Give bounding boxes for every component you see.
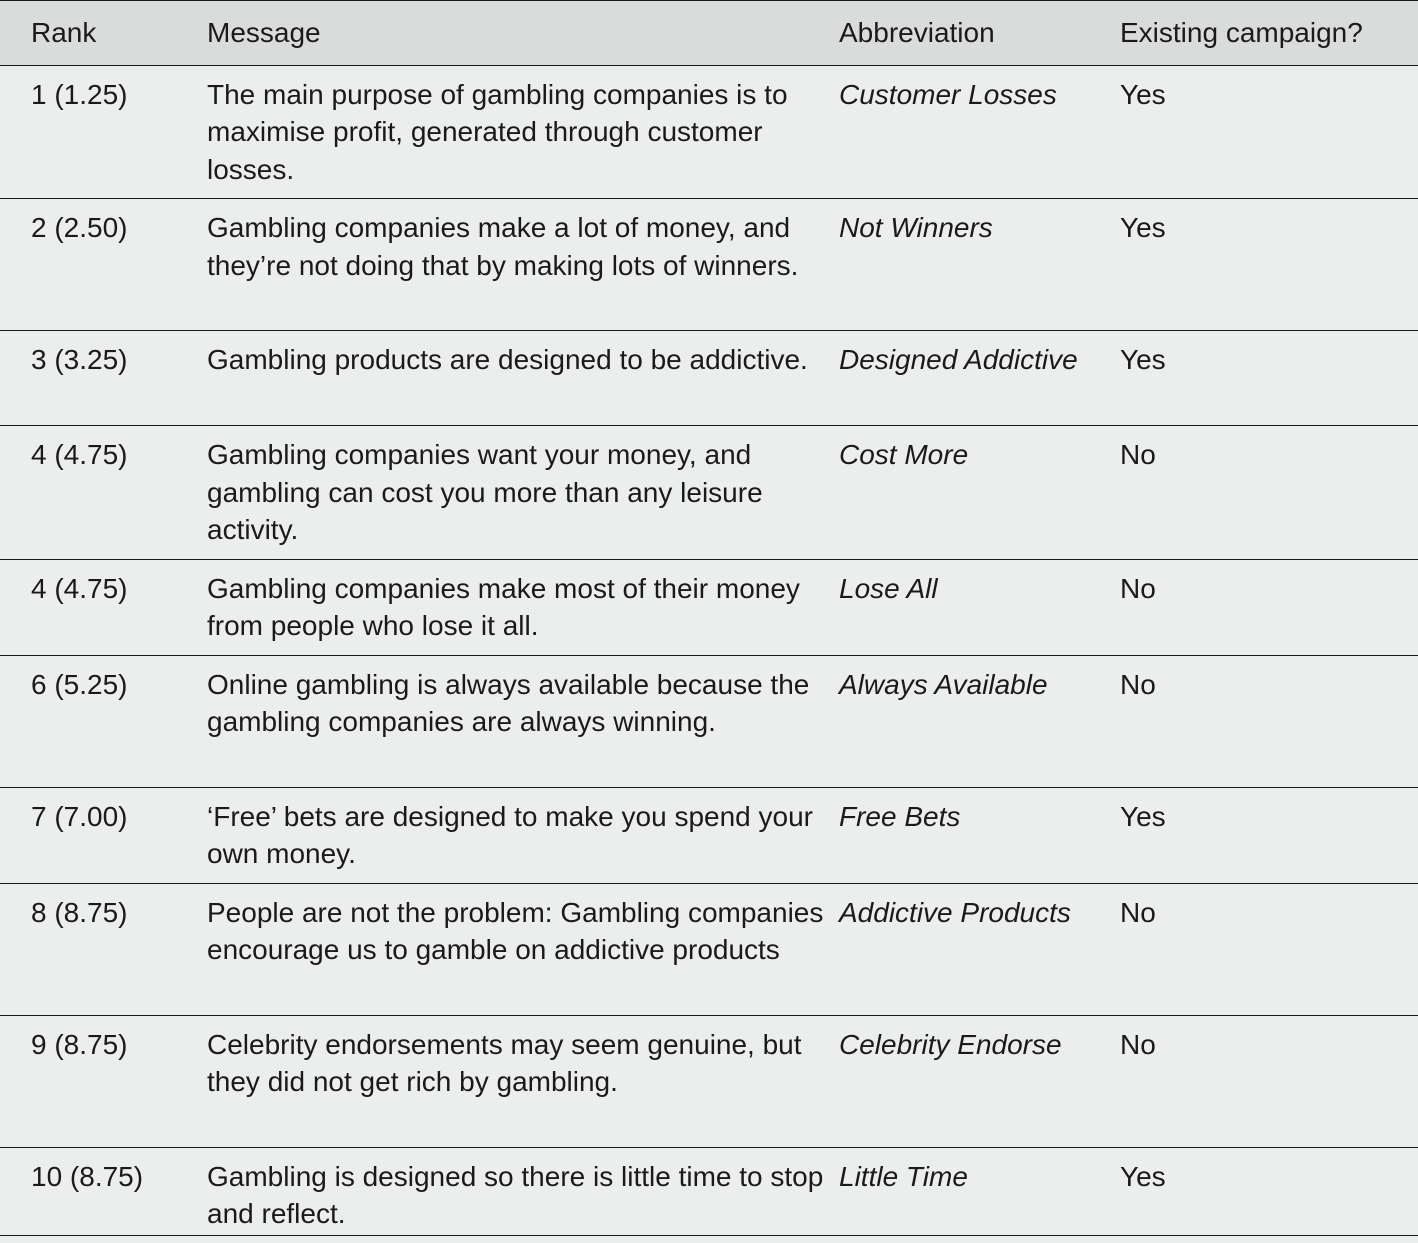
cell-existing-campaign: Yes [1120, 330, 1418, 426]
cell-rank: 7 (7.00) [0, 787, 207, 884]
table-row: 1 (1.25) The main purpose of gambling co… [0, 65, 1418, 199]
cell-message: Gambling is designed so there is little … [207, 1160, 824, 1230]
table-row: 2 (2.50) Gambling companies make a lot o… [0, 198, 1418, 331]
table-row: 10 (8.75) Gambling is designed so there … [0, 1147, 1418, 1243]
table-row: 3 (3.25) Gambling products are designed … [0, 330, 1418, 426]
cell-rank: 4 (4.75) [0, 559, 207, 656]
cell-rank: 10 (8.75) [31, 1160, 144, 1192]
cell-rank: 4 (4.75) [0, 425, 207, 560]
cell-rank: 6 (5.25) [0, 655, 207, 788]
cell-existing-campaign: No [1120, 559, 1418, 656]
cell-abbreviation: Free Bets [839, 787, 1120, 884]
cell-existing-campaign: Yes [1120, 65, 1418, 199]
cell-rank: 8 (8.75) [0, 883, 207, 1016]
cell-message: ‘Free’ bets are designed to make you spe… [207, 787, 839, 884]
header-rank: Rank [0, 1, 207, 66]
cell-existing-campaign: No [1120, 655, 1418, 788]
table-row: 4 (4.75) Gambling companies make most of… [0, 559, 1418, 656]
table-row: 6 (5.25) Online gambling is always avail… [0, 655, 1418, 788]
table-header: Rank Message Abbreviation Existing campa… [0, 1, 1418, 66]
table-row: 8 (8.75) People are not the problem: Gam… [0, 883, 1418, 1016]
cell-existing-campaign: No [1120, 425, 1418, 560]
cell-abbreviation: Customer Losses [839, 65, 1120, 199]
cell-message: Gambling products are designed to be add… [207, 330, 839, 426]
cell-existing-campaign: No [1120, 1015, 1418, 1148]
cell-existing-campaign: Yes [1120, 787, 1418, 884]
cell-message: Gambling companies make a lot of money, … [207, 198, 839, 331]
cell-rank: 3 (3.25) [0, 330, 207, 426]
cell-existing-campaign: No [1120, 883, 1418, 1016]
cell-abbreviation: Designed Addictive [839, 330, 1120, 426]
table-row: 4 (4.75) Gambling companies want your mo… [0, 425, 1418, 560]
cell-abbreviation: Little Time [839, 1160, 968, 1192]
cell-abbreviation: Always Available [839, 655, 1120, 788]
table-body: 1 (1.25) The main purpose of gambling co… [0, 65, 1418, 1243]
cell-abbreviation: Addictive Products [839, 883, 1120, 1016]
cell-message: Celebrity endorsements may seem genuine,… [207, 1015, 839, 1148]
cell-message: Online gambling is always available beca… [207, 655, 839, 788]
cell-existing-campaign: Yes [1120, 1160, 1166, 1192]
cell-message: People are not the problem: Gambling com… [207, 883, 839, 1016]
header-message: Message [207, 1, 839, 66]
cell-abbreviation: Cost More [839, 425, 1120, 560]
header-existing-campaign: Existing campaign? [1120, 1, 1418, 66]
cell-abbreviation: Celebrity Endorse [839, 1015, 1120, 1148]
cell-message: Gambling companies want your money, and … [207, 425, 839, 560]
cell-rank: 2 (2.50) [0, 198, 207, 331]
cell-message: The main purpose of gambling companies i… [207, 65, 839, 199]
cell-existing-campaign: Yes [1120, 198, 1418, 331]
table-row: 9 (8.75) Celebrity endorsements may seem… [0, 1015, 1418, 1148]
header-abbreviation: Abbreviation [839, 1, 1120, 66]
cell-rank: 1 (1.25) [0, 65, 207, 199]
cell-abbreviation: Not Winners [839, 198, 1120, 331]
cell-message: Gambling companies make most of their mo… [207, 559, 839, 656]
cell-rank: 9 (8.75) [0, 1015, 207, 1148]
table-row: 7 (7.00) ‘Free’ bets are designed to mak… [0, 787, 1418, 884]
cell-abbreviation: Lose All [839, 559, 1120, 656]
header-row: Rank Message Abbreviation Existing campa… [0, 1, 1418, 66]
